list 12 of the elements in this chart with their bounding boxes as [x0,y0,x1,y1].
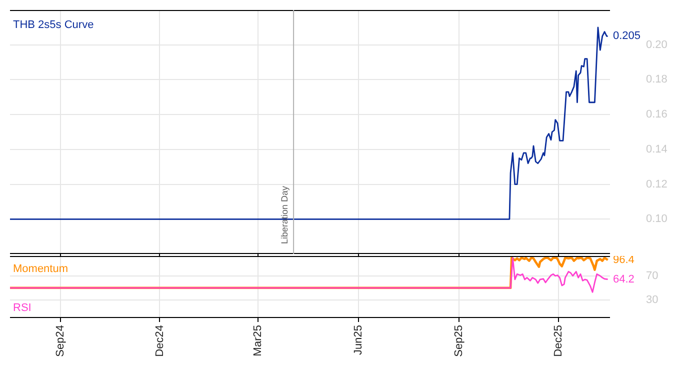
x-tick-label: Mar25 [252,325,264,356]
ref-line-label: Liberation Day [280,185,290,244]
series-label: RSI [13,302,32,314]
annotation: 0.205 [613,30,641,42]
x-tick-label: Sep24 [54,325,66,357]
x-tick-label: Dec24 [154,325,166,357]
x-tick-label: Sep25 [453,325,466,357]
series-label: Momentum [13,263,68,276]
text: THB 2s5s Curve [13,19,94,32]
x-tick-label: Jun25 [352,325,365,355]
annotation: 64.2 [613,273,634,286]
x-tick-label: Dec25 [552,325,565,357]
